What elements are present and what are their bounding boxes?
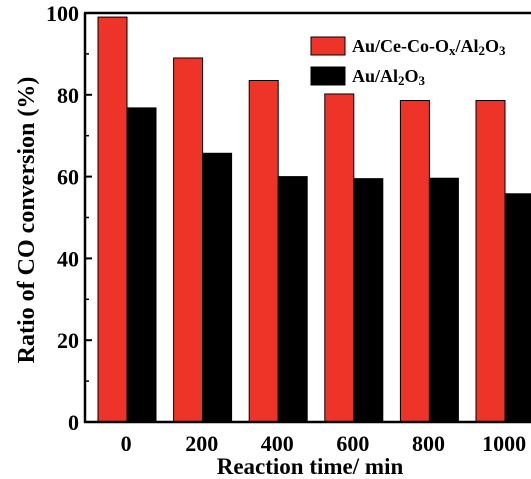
legend-swatch (310, 66, 346, 86)
bar-au-al2o3 (126, 107, 157, 423)
y-tick-label: 60 (57, 165, 79, 190)
bar-au-ce-co-ox-al2o3 (248, 79, 279, 423)
axes-group: 020406080100020040060080010001200 (46, 1, 531, 456)
bar-au-al2o3 (504, 193, 531, 423)
bar-au-al2o3 (277, 176, 308, 423)
x-tick-label: 200 (185, 431, 218, 456)
legend-swatch (310, 36, 346, 56)
bar-au-ce-co-ox-al2o3 (324, 93, 355, 423)
bar-au-ce-co-ox-al2o3 (399, 100, 430, 423)
bar-au-al2o3 (202, 152, 233, 423)
y-tick-label: 40 (57, 246, 79, 271)
legend-label: Au/Al2O3 (352, 66, 426, 88)
y-axis-label: Ratio of CO conversion (%) (14, 77, 40, 364)
legend: Au/Ce-Co-Ox/Al2O3 Au/Al2O3 (310, 36, 506, 88)
bar-au-al2o3 (428, 177, 459, 423)
x-tick-label: 800 (412, 431, 445, 456)
bars-group (97, 16, 531, 423)
x-tick-label: 400 (261, 431, 294, 456)
bar-au-al2o3 (353, 178, 384, 423)
y-tick-label: 100 (46, 1, 79, 26)
y-tick-label: 20 (57, 328, 79, 353)
y-tick-label: 0 (68, 410, 79, 435)
y-tick-label: 80 (57, 83, 79, 108)
legend-label: Au/Ce-Co-Ox/Al2O3 (352, 36, 506, 58)
x-tick-label: 1000 (482, 431, 526, 456)
x-tick-label: 600 (336, 431, 369, 456)
x-axis-label: Reaction time/ min (217, 454, 404, 479)
x-tick-label: 0 (121, 431, 132, 456)
bar-au-ce-co-ox-al2o3 (475, 100, 506, 423)
bar-au-ce-co-ox-al2o3 (97, 16, 128, 423)
bar-au-ce-co-ox-al2o3 (173, 57, 204, 423)
